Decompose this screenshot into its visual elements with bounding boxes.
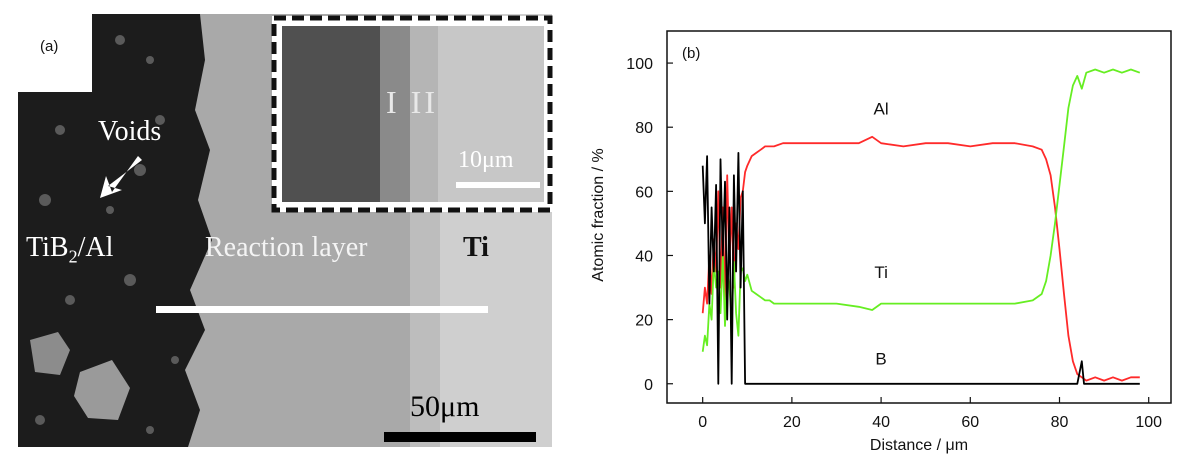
tib2-prefix: TiB bbox=[26, 232, 69, 263]
y-tick-label: 40 bbox=[635, 248, 653, 265]
line-scan-marker bbox=[156, 306, 488, 313]
inset-scale-label: 10μm bbox=[458, 147, 514, 173]
particle-speckles bbox=[35, 35, 179, 434]
inset-ti-zone bbox=[438, 26, 544, 202]
micrograph-image bbox=[18, 14, 553, 447]
ticks-layer: 0 20 40 60 80 100 0 20 40 60 80 100 bbox=[626, 56, 1162, 431]
series-line-ti bbox=[701, 68, 1141, 352]
y-tick-label: 0 bbox=[644, 377, 653, 394]
x-tick-label: 0 bbox=[698, 414, 707, 431]
y-tick-label: 60 bbox=[635, 184, 653, 201]
series-label-al: Al bbox=[874, 99, 889, 118]
micrograph-panel: (a) Voids TiB2/Al Reaction layer Ti I II… bbox=[0, 0, 570, 472]
series-line-al bbox=[701, 135, 1140, 382]
inset-dashed-border bbox=[271, 15, 553, 213]
x-tick-label: 40 bbox=[872, 414, 890, 431]
y-axis-title: Atomic fraction / % bbox=[590, 148, 607, 281]
series-label-b: B bbox=[875, 350, 886, 369]
inset-layer-label: I II bbox=[386, 84, 438, 120]
tib2-subscript: 2 bbox=[68, 246, 78, 267]
x-tick-label: 100 bbox=[1135, 414, 1162, 431]
y-tick-label: 80 bbox=[635, 120, 653, 137]
tib2-al-label: TiB2/Al bbox=[26, 232, 113, 268]
series-label-ti: Ti bbox=[874, 263, 888, 282]
main-scale-label: 50μm bbox=[410, 390, 480, 423]
series-line-b bbox=[701, 151, 1140, 385]
void-shape bbox=[30, 332, 70, 375]
voids-label: Voids bbox=[98, 116, 162, 147]
inset-layer-one bbox=[380, 26, 410, 202]
panel-b-tag: (b) bbox=[682, 45, 700, 62]
y-tick-label: 20 bbox=[635, 313, 653, 330]
series-labels-layer: Al Ti B bbox=[874, 99, 889, 368]
x-tick-label: 60 bbox=[961, 414, 979, 431]
inset-left-zone bbox=[282, 26, 382, 202]
line-chart: 0 20 40 60 80 100 0 20 40 60 80 100 Al Ti B (b) Dista… bbox=[590, 30, 1172, 454]
reaction-layer-label: Reaction layer bbox=[205, 232, 368, 263]
voids-arrow-icon bbox=[100, 156, 142, 198]
main-scale-bar bbox=[384, 432, 536, 442]
x-axis-title: Distance / μm bbox=[870, 437, 968, 454]
x-tick-label: 80 bbox=[1051, 414, 1069, 431]
ti-label: Ti bbox=[463, 232, 489, 263]
y-tick-label: 100 bbox=[626, 56, 653, 73]
plot-frame bbox=[666, 30, 1172, 404]
series-layer bbox=[701, 68, 1141, 385]
tib2-suffix: /Al bbox=[77, 232, 114, 263]
x-tick-label: 20 bbox=[783, 414, 801, 431]
line-chart-panel: 0 20 40 60 80 100 0 20 40 60 80 100 Al Ti B (b) Dista… bbox=[570, 0, 1185, 472]
inset-scale-bar bbox=[456, 182, 540, 188]
void-shape bbox=[74, 360, 130, 420]
inset-layer-two bbox=[410, 26, 438, 202]
panel-a-tag: (a) bbox=[40, 38, 59, 55]
